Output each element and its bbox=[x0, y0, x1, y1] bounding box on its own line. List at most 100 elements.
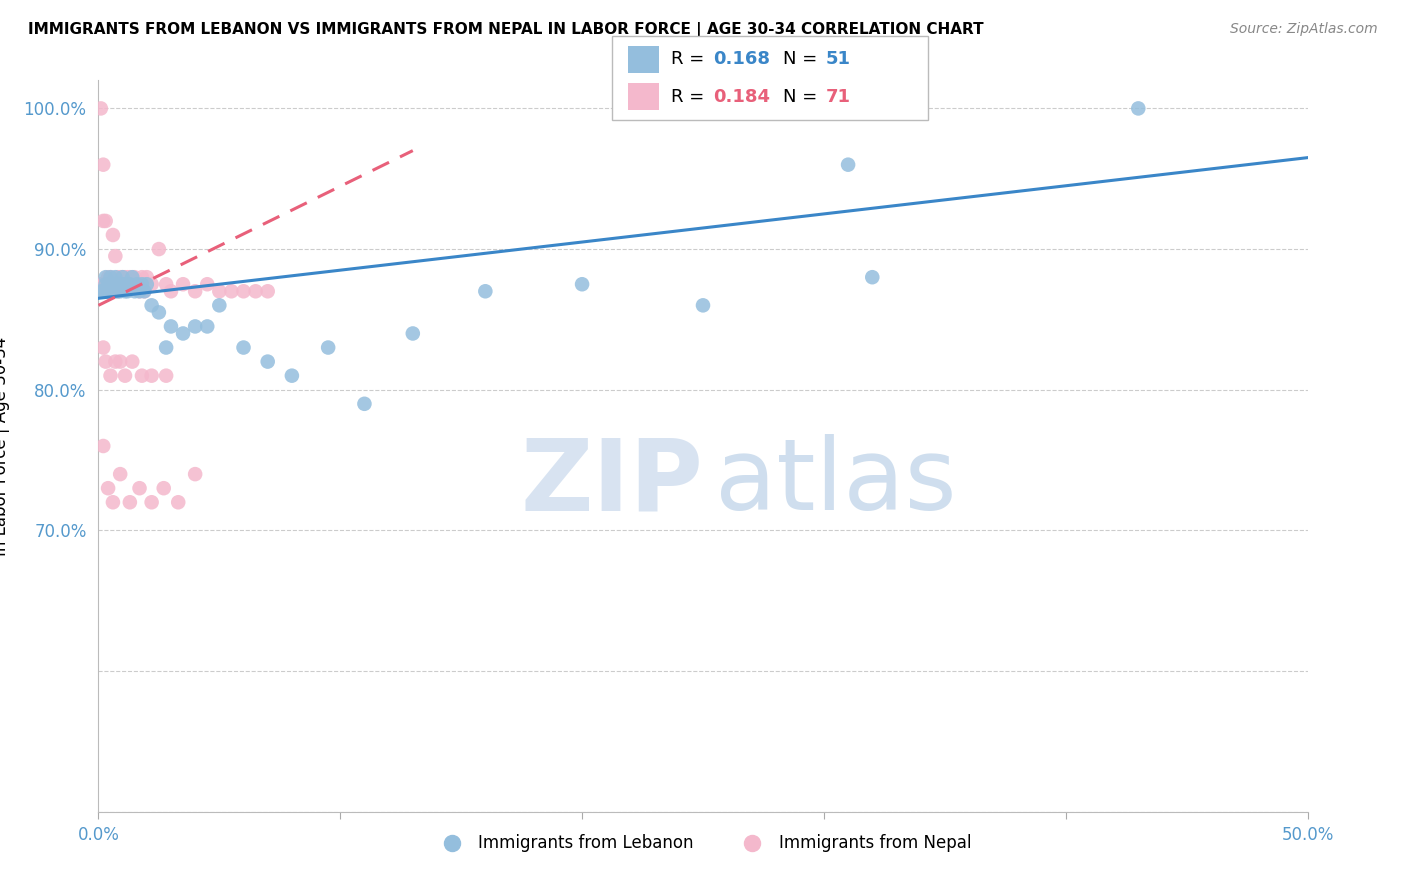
Point bbox=[107, 285, 129, 299]
Point bbox=[114, 285, 136, 299]
Point bbox=[148, 305, 170, 319]
Point bbox=[91, 158, 114, 172]
Point bbox=[97, 285, 120, 299]
Text: N =: N = bbox=[783, 87, 823, 105]
Text: IMMIGRANTS FROM LEBANON VS IMMIGRANTS FROM NEPAL IN LABOR FORCE | AGE 30-34 CORR: IMMIGRANTS FROM LEBANON VS IMMIGRANTS FR… bbox=[28, 22, 984, 38]
Point bbox=[208, 298, 231, 312]
Point bbox=[108, 467, 131, 482]
Point bbox=[91, 341, 114, 355]
Point bbox=[195, 277, 218, 292]
Point bbox=[117, 277, 139, 292]
Point bbox=[155, 341, 177, 355]
Point bbox=[107, 277, 129, 292]
Point bbox=[148, 242, 170, 256]
Point bbox=[100, 285, 122, 299]
Point bbox=[134, 285, 156, 299]
Point bbox=[111, 270, 134, 285]
Point bbox=[141, 298, 163, 312]
Point bbox=[104, 285, 127, 299]
Point bbox=[128, 481, 150, 495]
Point bbox=[101, 277, 124, 292]
Point bbox=[91, 214, 114, 228]
Point bbox=[104, 354, 127, 368]
Point bbox=[91, 285, 114, 299]
Point bbox=[184, 467, 207, 482]
Point bbox=[108, 354, 131, 368]
Point bbox=[208, 285, 231, 299]
Point bbox=[141, 495, 163, 509]
Point bbox=[108, 270, 131, 285]
Point bbox=[167, 495, 190, 509]
Point bbox=[184, 285, 207, 299]
Point bbox=[104, 277, 127, 292]
Point bbox=[94, 277, 117, 292]
Point bbox=[184, 319, 207, 334]
Point bbox=[104, 270, 127, 285]
Point bbox=[117, 285, 139, 299]
Point bbox=[131, 277, 153, 292]
Point bbox=[128, 285, 150, 299]
Point bbox=[256, 354, 278, 368]
Point bbox=[90, 285, 112, 299]
Point bbox=[91, 277, 114, 292]
Point bbox=[124, 285, 146, 299]
Text: R =: R = bbox=[671, 51, 710, 69]
Point bbox=[135, 277, 157, 292]
Point bbox=[256, 285, 278, 299]
Point bbox=[104, 277, 127, 292]
Point bbox=[107, 270, 129, 285]
Text: ZIP: ZIP bbox=[520, 434, 703, 531]
Point bbox=[90, 102, 112, 116]
Legend: Immigrants from Lebanon, Immigrants from Nepal: Immigrants from Lebanon, Immigrants from… bbox=[429, 827, 977, 858]
Point bbox=[221, 285, 243, 299]
Text: 71: 71 bbox=[825, 87, 851, 105]
Point bbox=[172, 326, 194, 341]
Point bbox=[97, 277, 120, 292]
Text: 51: 51 bbox=[825, 51, 851, 69]
Point bbox=[107, 277, 129, 292]
Point bbox=[118, 270, 141, 285]
Text: 0.168: 0.168 bbox=[713, 51, 770, 69]
Point bbox=[353, 397, 375, 411]
Point bbox=[134, 285, 156, 299]
Point bbox=[107, 285, 129, 299]
Point bbox=[232, 341, 254, 355]
Text: R =: R = bbox=[671, 87, 710, 105]
Point bbox=[117, 277, 139, 292]
Point bbox=[172, 277, 194, 292]
Point bbox=[160, 319, 183, 334]
Point bbox=[97, 277, 120, 292]
Point bbox=[195, 319, 218, 334]
Point bbox=[118, 277, 141, 292]
Point bbox=[97, 270, 120, 285]
Point bbox=[111, 277, 134, 292]
Point bbox=[141, 277, 163, 292]
Text: 0.184: 0.184 bbox=[713, 87, 770, 105]
Point bbox=[152, 481, 174, 495]
Point bbox=[114, 368, 136, 383]
Point bbox=[100, 368, 122, 383]
Point bbox=[121, 354, 143, 368]
Point bbox=[316, 341, 339, 355]
Text: Source: ZipAtlas.com: Source: ZipAtlas.com bbox=[1230, 22, 1378, 37]
Point bbox=[124, 270, 146, 285]
Point bbox=[281, 368, 304, 383]
Point bbox=[127, 277, 149, 292]
Point bbox=[111, 277, 134, 292]
Point bbox=[571, 277, 593, 292]
Point bbox=[155, 368, 177, 383]
Point bbox=[131, 270, 153, 285]
Point bbox=[94, 277, 117, 292]
Point bbox=[474, 285, 496, 299]
Point bbox=[108, 277, 131, 292]
Point bbox=[114, 270, 136, 285]
Point bbox=[1128, 102, 1150, 116]
Point bbox=[94, 354, 117, 368]
Point bbox=[135, 270, 157, 285]
Y-axis label: In Labor Force | Age 30-34: In Labor Force | Age 30-34 bbox=[0, 336, 10, 556]
Point bbox=[101, 227, 124, 242]
Point bbox=[104, 249, 127, 263]
Point bbox=[94, 214, 117, 228]
Point bbox=[97, 481, 120, 495]
Text: N =: N = bbox=[783, 51, 823, 69]
